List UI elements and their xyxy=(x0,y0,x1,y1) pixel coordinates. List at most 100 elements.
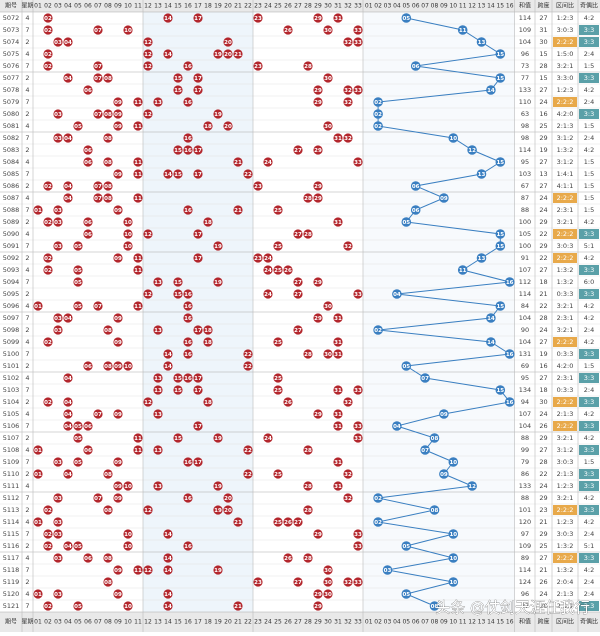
red-ball xyxy=(53,133,63,143)
stat: 124 xyxy=(519,578,531,586)
red-number: 28 xyxy=(304,232,312,238)
stat: 1:5 xyxy=(584,182,594,190)
red-ball xyxy=(183,349,193,359)
red-number: 22 xyxy=(244,352,252,358)
stat: 3:3 xyxy=(584,506,594,514)
stat: 1:5 xyxy=(584,362,594,370)
red-number: 32 xyxy=(344,136,352,142)
blue-number: 04 xyxy=(393,424,401,430)
red-number: 03 xyxy=(54,220,62,226)
stat: 24 xyxy=(539,98,547,106)
red-ball xyxy=(43,49,53,59)
red-number: 16 xyxy=(184,496,192,502)
red-ball xyxy=(133,265,143,275)
stat: 31 xyxy=(539,26,547,34)
blue-ball xyxy=(420,445,430,455)
red-ball xyxy=(123,601,133,611)
red-ball xyxy=(353,25,363,35)
highlight xyxy=(579,397,599,407)
red-ball xyxy=(313,85,323,95)
red-number: 08 xyxy=(104,196,112,202)
red-ball xyxy=(113,253,123,263)
stat: 2:2:2 xyxy=(557,422,574,430)
red-number: 06 xyxy=(84,88,92,94)
stat: 73 xyxy=(521,62,529,70)
red-ball xyxy=(203,325,213,335)
stat: 2:4 xyxy=(584,134,594,142)
red-ball xyxy=(243,169,253,179)
weekday: 2 xyxy=(25,38,29,46)
red-ball xyxy=(103,181,113,191)
red-ball xyxy=(163,13,173,23)
stat: 16 xyxy=(539,362,547,370)
blue-ball xyxy=(457,25,468,35)
stat: 16 xyxy=(539,110,547,118)
red-number: 32 xyxy=(344,100,352,106)
red-number: 19 xyxy=(214,568,222,574)
red-number: 09 xyxy=(114,100,122,106)
red-ball xyxy=(213,505,223,515)
red-ball xyxy=(93,193,103,203)
red-ball xyxy=(53,217,63,227)
stat: 114 xyxy=(519,290,531,298)
blue-number: 11 xyxy=(459,268,467,274)
stat: 107 xyxy=(519,266,531,274)
red-number: 12 xyxy=(144,292,152,298)
header-cell: 期号 xyxy=(5,2,17,10)
red-ball xyxy=(73,301,83,311)
stat: 109 xyxy=(519,26,531,34)
stat: 0:3:3 xyxy=(557,386,574,394)
blue-number: 04 xyxy=(393,292,401,298)
header-cell: 06 xyxy=(84,3,92,10)
red-ball xyxy=(133,169,143,179)
header-cell: 27 xyxy=(294,3,302,10)
red-number: 22 xyxy=(244,448,252,454)
red-number: 13 xyxy=(154,388,162,394)
stat: 3:1:2 xyxy=(557,134,574,142)
red-number: 06 xyxy=(84,364,92,370)
blue-number: 15 xyxy=(496,52,504,58)
stat: 27 xyxy=(539,266,547,274)
stat: 2:2:2 xyxy=(557,254,574,262)
red-ball xyxy=(133,445,143,455)
red-number: 30 xyxy=(324,28,332,34)
red-ball xyxy=(353,385,363,395)
red-ball xyxy=(163,601,173,611)
red-ball xyxy=(333,457,343,467)
header-cell: 奇偶比 xyxy=(580,2,598,10)
stat: 27 xyxy=(539,14,547,22)
red-ball xyxy=(113,565,123,575)
red-ball xyxy=(133,157,143,167)
red-ball xyxy=(143,49,153,59)
blue-ball xyxy=(392,421,402,431)
red-number: 10 xyxy=(124,244,132,250)
stat: 96 xyxy=(521,50,529,58)
red-ball xyxy=(83,361,93,371)
stat: 98 xyxy=(521,134,529,142)
red-ball xyxy=(333,13,343,23)
red-number: 09 xyxy=(114,484,122,490)
red-ball xyxy=(63,73,73,83)
blue-ball xyxy=(401,541,412,551)
red-number: 15 xyxy=(174,388,182,394)
red-number: 12 xyxy=(144,52,152,58)
red-number: 09 xyxy=(114,340,122,346)
stat: 2:2:2 xyxy=(557,506,574,514)
red-ball xyxy=(103,361,113,371)
red-ball xyxy=(183,337,193,347)
red-ball xyxy=(143,109,153,119)
red-number: 10 xyxy=(124,232,132,238)
red-ball xyxy=(243,349,253,359)
red-ball xyxy=(73,241,83,251)
red-number: 17 xyxy=(194,376,202,382)
blue-ball xyxy=(495,301,506,311)
highlight xyxy=(553,229,577,239)
red-ball xyxy=(113,457,123,467)
red-ball xyxy=(303,349,313,359)
red-number: 32 xyxy=(344,400,352,406)
stat: 30 xyxy=(539,398,547,406)
red-number: 16 xyxy=(184,316,192,322)
red-ball xyxy=(183,145,193,155)
header-cell: 13 xyxy=(478,619,486,626)
red-ball xyxy=(143,505,153,515)
